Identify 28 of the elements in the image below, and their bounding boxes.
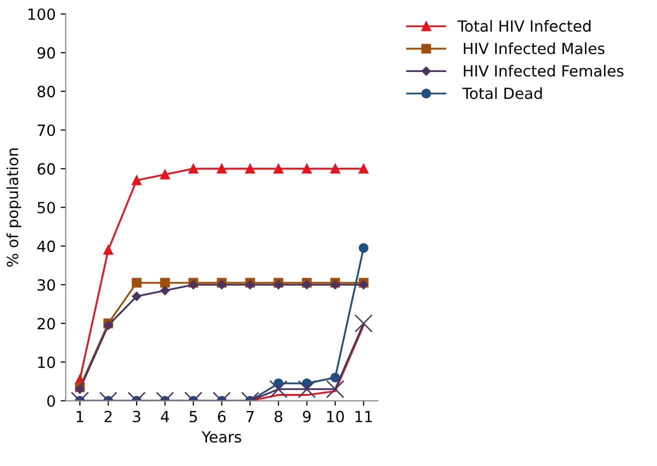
y-axis-title: % of population — [6, 148, 22, 267]
x-tick-label: 1 — [76, 410, 84, 422]
legend-label: Total Dead — [462, 87, 542, 100]
y-tick-label: 50 — [38, 202, 55, 214]
y-tick-label: 60 — [38, 163, 55, 175]
legend-label: HIV Infected Females — [464, 64, 624, 77]
y-tick-label: 10 — [38, 356, 55, 368]
x-tick-label: 8 — [274, 410, 282, 422]
x-tick-label: 6 — [218, 410, 226, 422]
legend-label: HIV Infected Males — [464, 42, 604, 54]
x-tick-label: 10 — [327, 410, 344, 422]
y-tick-label: 0 — [47, 395, 55, 407]
x-tick-label: 2 — [104, 410, 112, 422]
x-tick-label: 9 — [302, 410, 311, 422]
y-tick-label: 70 — [38, 124, 55, 136]
x-tick-label: 5 — [190, 410, 197, 422]
x-tick-label: 3 — [132, 410, 140, 422]
y-tick-label: 30 — [38, 279, 55, 291]
x-axis-title: Years — [202, 431, 242, 443]
x-tick-label: 4 — [160, 410, 169, 422]
legend-label: Total HIV Infected — [458, 20, 590, 32]
x-tick-label: 7 — [246, 410, 254, 422]
y-tick-label: 80 — [38, 86, 55, 98]
y-tick-label: 100 — [28, 8, 55, 20]
x-tick-label: 11 — [356, 410, 372, 422]
y-tick-label: 90 — [38, 47, 55, 59]
y-tick-label: 20 — [38, 318, 55, 330]
y-tick-label: 40 — [37, 240, 55, 252]
